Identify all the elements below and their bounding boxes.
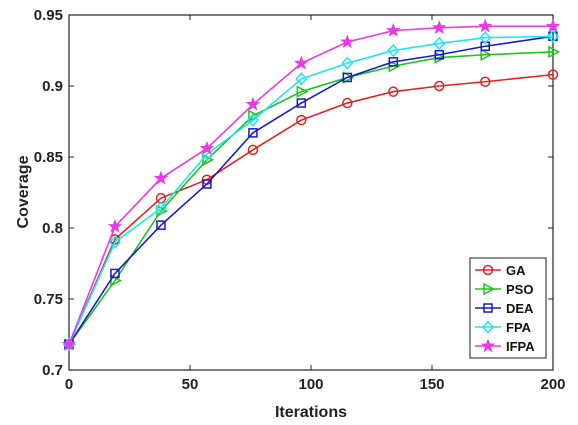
data-point-pso <box>296 85 309 98</box>
data-point-dea <box>296 98 307 108</box>
data-point-fpa <box>154 201 167 215</box>
data-point-ifpa <box>294 55 309 70</box>
data-point-pso <box>248 109 261 123</box>
data-point-ifpa <box>61 336 77 351</box>
x-tick-label: 100 <box>298 376 323 393</box>
data-point-ga <box>342 97 353 109</box>
data-point-ga <box>479 76 491 87</box>
data-point-ifpa <box>245 96 261 111</box>
legend-marker <box>480 338 496 353</box>
data-point-ifpa <box>153 170 169 185</box>
legend-entry-ifpa: IFPA <box>475 338 535 354</box>
y-tick-label: 0.75 <box>34 291 63 308</box>
series-layer <box>61 18 561 352</box>
legend-marker <box>483 303 493 313</box>
data-point-fpa <box>246 113 259 127</box>
data-point-fpa <box>295 72 308 86</box>
data-point-ifpa <box>477 18 493 33</box>
data-point-ga <box>247 144 259 156</box>
series-line-pso <box>68 51 554 345</box>
legend-marker <box>481 320 495 334</box>
x-tick-label: 50 <box>182 376 199 393</box>
series-line-ga <box>68 73 554 345</box>
legend-label: GA <box>506 263 526 278</box>
y-axis-label: Coverage <box>15 155 32 228</box>
legend: GA PSO DEA FPA IFPA <box>469 257 547 359</box>
data-point-pso <box>548 45 561 59</box>
legend-entry-pso: PSO <box>475 282 533 297</box>
data-point-ifpa <box>107 218 123 233</box>
data-point-fpa <box>387 43 400 58</box>
data-point-ga <box>388 86 399 97</box>
legend-label: IFPA <box>506 339 535 354</box>
data-point-ifpa <box>386 22 401 37</box>
legend-label: PSO <box>506 282 533 297</box>
data-point-fpa <box>341 56 354 70</box>
x-tick-label: 0 <box>65 376 73 393</box>
data-point-fpa <box>546 29 560 43</box>
x-axis-label: Iterations <box>275 404 347 421</box>
series-line-fpa <box>68 35 554 345</box>
data-point-dea <box>434 50 445 60</box>
data-point-ga <box>434 80 445 92</box>
y-tick-label: 0.85 <box>34 149 63 166</box>
data-point-ga <box>296 114 307 126</box>
x-tick-label: 200 <box>540 376 565 393</box>
data-point-dea <box>156 220 166 230</box>
series-line-dea <box>68 35 554 345</box>
data-point-ifpa <box>340 34 355 49</box>
y-tick-label: 0.95 <box>34 7 63 24</box>
legend-entry-fpa: FPA <box>475 320 532 335</box>
data-point-dea <box>342 72 353 83</box>
data-point-ifpa <box>545 18 561 33</box>
axis-ticks: 0 50 100 150 200 0.7 0.75 0.8 0.85 0.9 0.95 <box>34 7 566 393</box>
legend-label: FPA <box>506 320 532 335</box>
data-point-fpa <box>108 235 121 249</box>
data-point-ifpa <box>431 20 447 34</box>
data-point-ga <box>547 69 559 80</box>
data-point-dea <box>388 57 399 67</box>
y-tick-label: 0.7 <box>42 362 63 379</box>
x-tick-label: 150 <box>419 376 444 393</box>
data-point-dea <box>248 128 258 138</box>
legend-label: DEA <box>506 301 534 316</box>
series-fpa <box>62 29 560 352</box>
y-tick-label: 0.9 <box>42 78 63 95</box>
data-point-pso <box>480 48 493 62</box>
legend-marker <box>483 282 496 296</box>
y-tick-label: 0.8 <box>42 220 63 237</box>
data-point-fpa <box>433 36 446 51</box>
legend-marker <box>482 264 494 276</box>
data-point-ifpa <box>199 140 215 155</box>
data-point-dea <box>110 268 120 279</box>
data-point-dea <box>202 179 212 189</box>
legend-entry-dea: DEA <box>475 301 534 316</box>
series-ifpa <box>61 18 561 351</box>
data-point-fpa <box>479 31 492 45</box>
legend-entry-ga: GA <box>475 263 526 278</box>
